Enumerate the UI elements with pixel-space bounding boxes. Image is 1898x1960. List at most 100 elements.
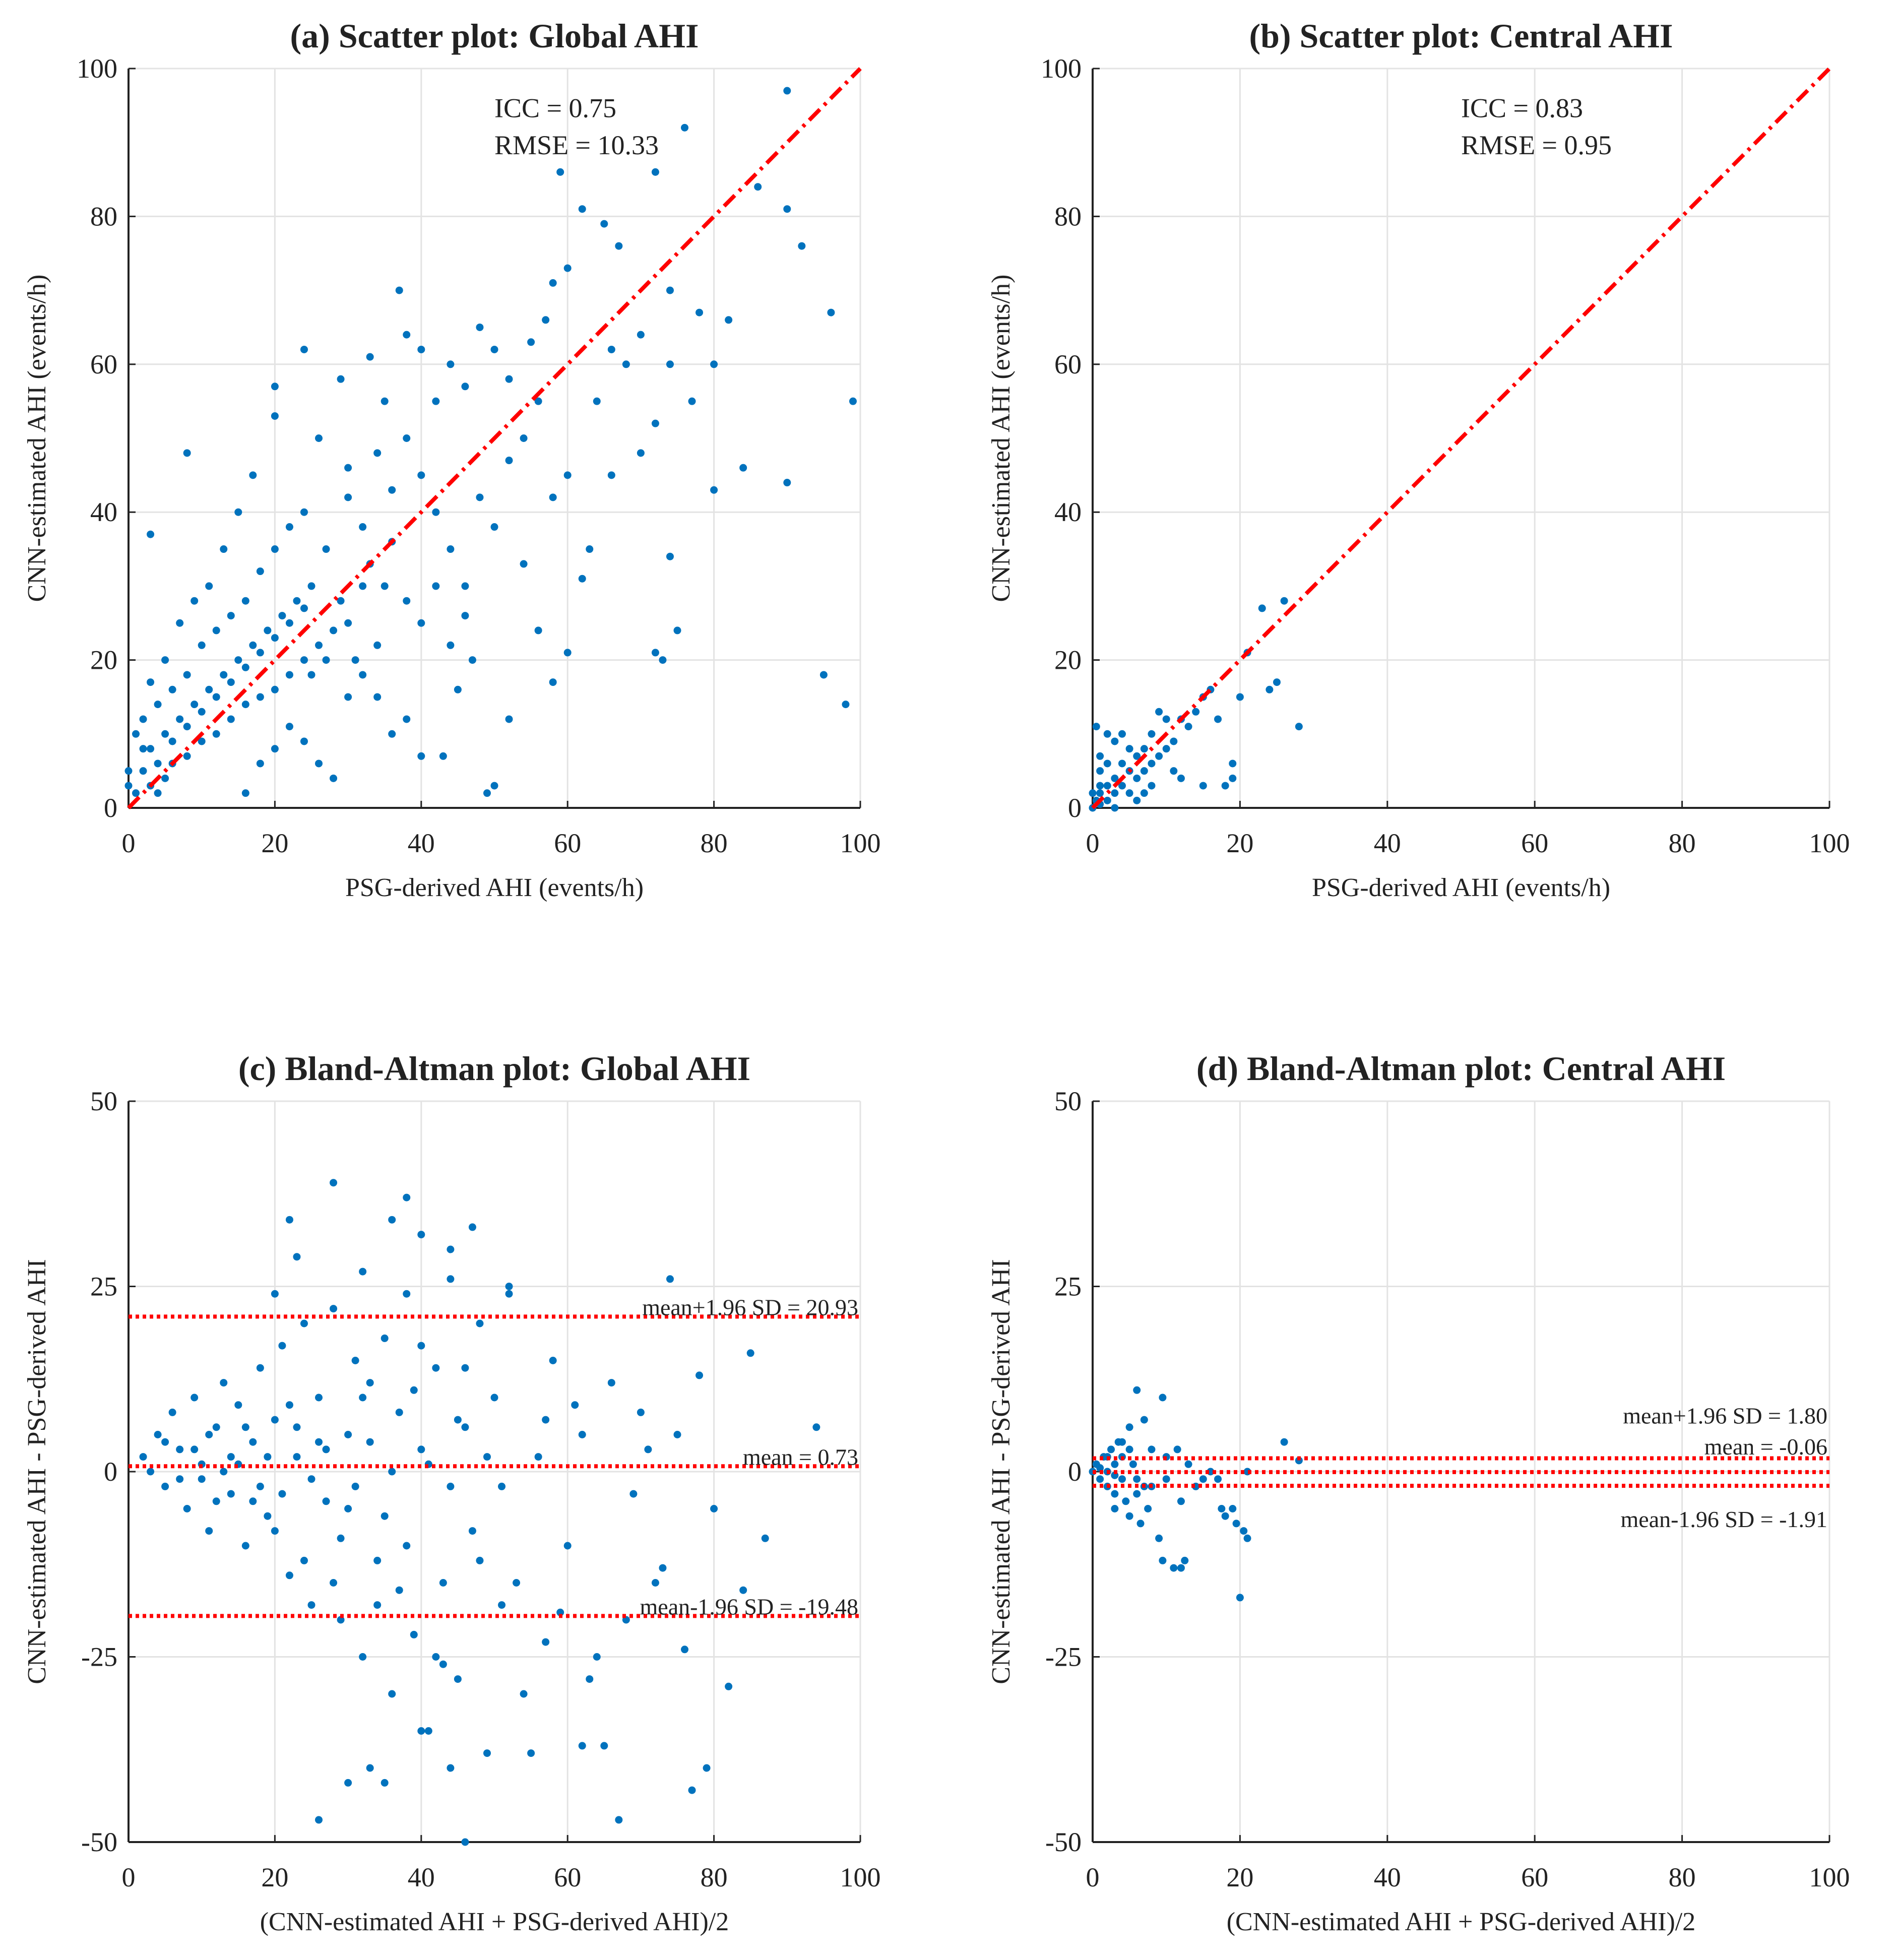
data-point <box>468 1223 476 1231</box>
data-point <box>586 545 594 553</box>
data-point <box>205 1431 213 1438</box>
data-point <box>571 1401 579 1409</box>
data-point <box>1107 1445 1115 1453</box>
data-point <box>264 1453 272 1461</box>
data-point <box>666 1275 674 1283</box>
data-point <box>1221 1512 1229 1520</box>
data-point <box>1170 767 1178 775</box>
data-point <box>205 685 213 693</box>
data-point <box>161 774 169 782</box>
data-point <box>1133 1490 1141 1498</box>
data-point <box>461 582 469 590</box>
data-point <box>337 1534 345 1542</box>
chart-title: (b) Scatter plot: Central AHI <box>1249 17 1673 55</box>
data-point <box>739 1586 747 1594</box>
data-point <box>1111 774 1119 782</box>
data-point <box>1273 678 1281 686</box>
data-point <box>1122 1497 1130 1505</box>
stat-annotation: mean = 0.73 <box>743 1444 858 1470</box>
data-point <box>330 1179 338 1187</box>
data-point <box>1125 789 1133 797</box>
data-points <box>124 87 857 797</box>
data-point <box>505 1290 513 1298</box>
x-tick-label: 40 <box>1374 1862 1401 1892</box>
data-point <box>447 545 455 553</box>
data-point <box>1170 1564 1178 1572</box>
data-point <box>1243 1534 1251 1542</box>
data-point <box>256 649 264 657</box>
data-point <box>359 1268 367 1276</box>
data-point <box>651 649 659 657</box>
data-point <box>285 1571 293 1579</box>
y-tick-label: 20 <box>90 645 117 675</box>
data-point <box>337 597 345 605</box>
data-point <box>373 641 382 649</box>
data-point <box>1125 1445 1133 1453</box>
data-point <box>1148 730 1156 738</box>
data-point <box>256 1364 264 1372</box>
data-point <box>176 715 184 723</box>
data-point <box>344 493 352 501</box>
data-point <box>468 656 476 664</box>
data-point <box>556 168 564 176</box>
data-point <box>1129 1460 1137 1468</box>
data-point <box>666 552 674 560</box>
data-point <box>234 656 242 664</box>
data-point <box>447 360 455 368</box>
data-point <box>1111 1460 1119 1468</box>
data-point <box>1162 745 1170 753</box>
data-point <box>1159 1556 1167 1564</box>
data-point <box>1118 760 1126 768</box>
data-point <box>183 671 191 679</box>
data-point <box>227 715 235 723</box>
data-point <box>505 457 513 465</box>
data-point <box>520 1690 528 1698</box>
data-point <box>1125 745 1133 753</box>
data-point <box>293 1453 301 1461</box>
data-point <box>1184 1460 1192 1468</box>
y-tick-label: -50 <box>81 1827 117 1857</box>
data-point <box>1140 1416 1148 1424</box>
data-point <box>1148 760 1156 768</box>
data-point <box>1214 1475 1222 1483</box>
data-point <box>403 331 411 339</box>
data-point <box>315 760 323 768</box>
data-point <box>1125 1512 1133 1520</box>
data-point <box>527 338 535 346</box>
data-point <box>366 1764 374 1772</box>
data-point <box>542 1638 550 1646</box>
data-point <box>285 1216 293 1224</box>
data-point <box>198 1475 206 1483</box>
data-point <box>1148 782 1156 790</box>
data-point <box>388 1468 396 1476</box>
data-point <box>1240 1527 1248 1535</box>
data-point <box>1111 737 1119 745</box>
data-point <box>234 508 242 516</box>
data-point <box>344 1505 352 1512</box>
data-point <box>330 626 338 635</box>
data-point <box>344 1431 352 1438</box>
data-point <box>381 397 389 405</box>
data-point <box>322 1445 330 1453</box>
y-tick-label: 0 <box>104 793 117 823</box>
data-point <box>373 1601 382 1609</box>
data-point <box>271 1416 279 1424</box>
data-point <box>161 1482 169 1490</box>
data-point <box>161 730 169 738</box>
y-tick-label: -25 <box>81 1642 117 1672</box>
x-tick-label: 80 <box>701 1862 728 1892</box>
data-point <box>659 1564 667 1572</box>
data-point <box>337 375 345 383</box>
data-point <box>271 685 279 693</box>
data-point <box>1103 782 1111 790</box>
data-point <box>139 767 147 775</box>
data-point <box>1214 715 1222 723</box>
stat-annotation: mean+1.96 SD = 1.80 <box>1623 1403 1827 1428</box>
chart-title: (c) Bland-Altman plot: Global AHI <box>238 1049 750 1088</box>
data-point <box>615 1816 623 1824</box>
data-point <box>307 582 315 590</box>
data-point <box>1177 1564 1185 1572</box>
data-point <box>271 1527 279 1535</box>
data-point <box>783 205 791 213</box>
x-tick-label: 80 <box>1669 1862 1696 1892</box>
